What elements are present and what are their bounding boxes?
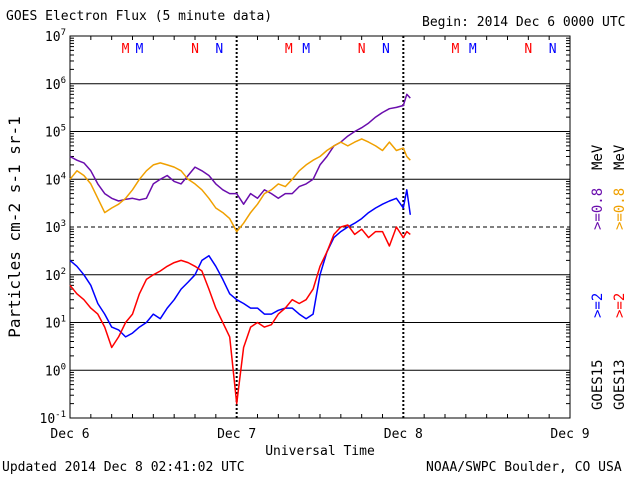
y-tick-label: 106: [45, 76, 66, 93]
mn-marker: N: [382, 42, 390, 57]
x-tick-label: Dec 6: [50, 427, 89, 442]
credit-text: NOAA/SWPC Boulder, CO USA: [426, 460, 622, 475]
y-tick-label: 10-1: [40, 410, 67, 427]
y-tick-label: 102: [45, 267, 66, 284]
y-tick-label: 104: [45, 171, 66, 188]
mn-marker: M: [122, 42, 130, 57]
legend-goes13-08: >=0.8: [612, 188, 628, 230]
x-tick-label: Dec 9: [550, 427, 589, 442]
legend-goes13-2: >=2: [612, 293, 628, 318]
series-line: [69, 93, 411, 205]
series-line: [69, 138, 411, 233]
mn-marker: N: [191, 42, 199, 57]
x-tick-label: Dec 8: [384, 427, 423, 442]
x-tick-label: Dec 7: [217, 427, 256, 442]
chart-title: GOES Electron Flux (5 minute data): [6, 9, 273, 24]
y-tick-label: 105: [45, 124, 66, 141]
legend-unit: MeV: [612, 144, 628, 170]
y-tick-label: 101: [45, 315, 66, 332]
y-axis-label: Particles cm-2 s-1 sr-1: [5, 116, 24, 338]
mn-marker: N: [215, 42, 223, 57]
legend-sat13: GOES13: [612, 359, 628, 410]
mn-marker: M: [469, 42, 477, 57]
y-tick-label: 107: [45, 28, 66, 45]
begin-time: Begin: 2014 Dec 6 0000 UTC: [422, 15, 626, 30]
updated-time: Updated 2014 Dec 8 02:41:02 UTC: [2, 460, 245, 475]
mn-marker: N: [549, 42, 557, 57]
legend-sat15: GOES15: [590, 359, 606, 410]
mn-marker: N: [524, 42, 532, 57]
legend-unit: MeV: [590, 144, 606, 170]
mn-marker: M: [136, 42, 144, 57]
series-line: [69, 224, 411, 405]
legend-goes15-08: >=0.8: [590, 188, 606, 230]
y-tick-label: 103: [45, 219, 66, 236]
mn-marker: M: [452, 42, 460, 57]
mn-marker: M: [302, 42, 310, 57]
series-line: [69, 189, 412, 338]
legend-goes15-2: >=2: [590, 293, 606, 318]
mn-marker: N: [358, 42, 366, 57]
y-tick-label: 100: [45, 362, 66, 379]
mn-marker: M: [285, 42, 293, 57]
plot-frame: [69, 35, 571, 419]
x-axis-label: Universal Time: [265, 444, 375, 459]
